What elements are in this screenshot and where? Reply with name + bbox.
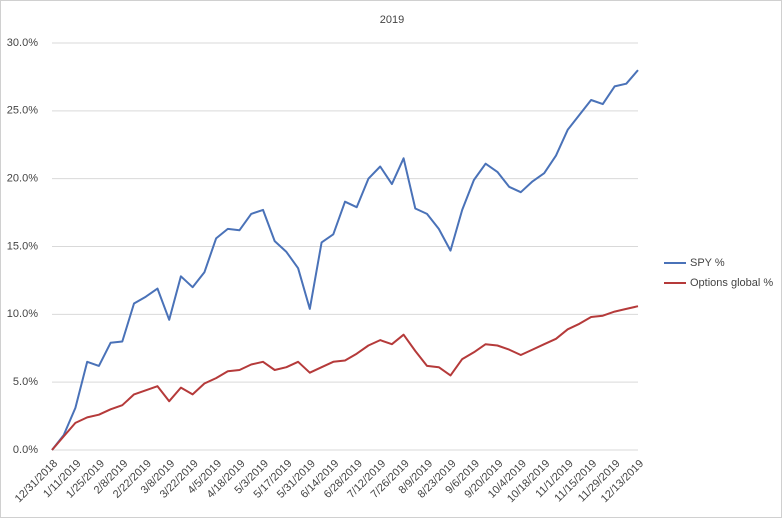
y-tick-label: 15.0%: [7, 240, 38, 252]
y-tick-label: 30.0%: [7, 37, 38, 49]
y-tick-label: 20.0%: [7, 173, 38, 185]
y-tick-label: 0.0%: [13, 444, 38, 456]
line-series: [51, 305, 639, 451]
chart-title: 2019: [380, 14, 404, 26]
legend-label: Options global %: [690, 277, 773, 289]
y-tick-label: 5.0%: [13, 376, 38, 388]
y-tick-label: 10.0%: [7, 308, 38, 320]
y-tick-label: 25.0%: [7, 105, 38, 117]
legend-label: SPY %: [690, 257, 725, 269]
line-series: [51, 69, 639, 451]
